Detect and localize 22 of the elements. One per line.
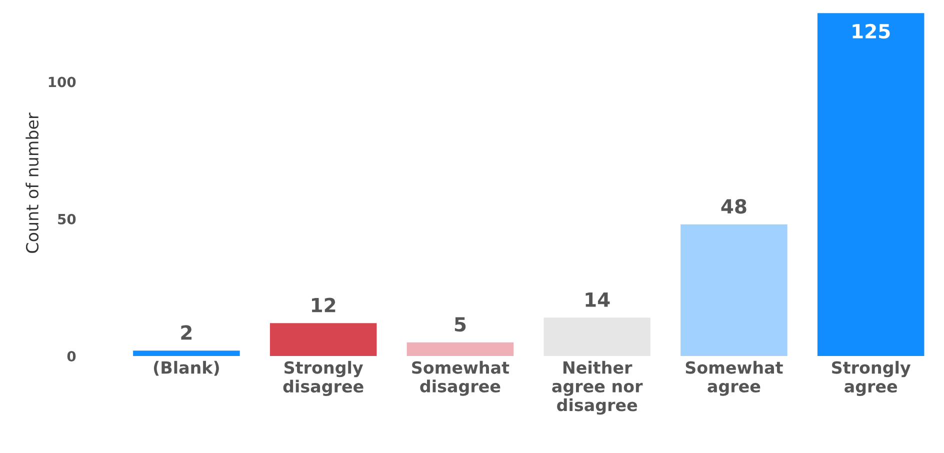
data-label: 5 (454, 317, 466, 332)
x-tick-label: Strongly disagree (283, 360, 364, 396)
y-tick-label: 50 (58, 214, 76, 224)
data-label: 14 (586, 292, 610, 307)
y-tick-label: 0 (67, 351, 76, 362)
data-label: 125 (852, 24, 890, 39)
bar (133, 350, 240, 356)
x-tick-label: Somewhat disagree (412, 360, 510, 396)
bar (680, 224, 788, 356)
x-tick-label: (Blank) (154, 360, 219, 376)
y-axis-title: Count of number (26, 112, 39, 253)
data-label: 12 (312, 298, 336, 312)
data-label: 48 (721, 199, 746, 214)
bar (406, 342, 514, 356)
data-label: 2 (181, 325, 192, 340)
x-tick-label: Strongly agree (832, 360, 911, 396)
x-tick-label: Somewhat agree (686, 360, 783, 396)
y-tick-label: 100 (48, 76, 76, 88)
bar (270, 323, 377, 356)
x-tick-label: Neither agree nor disagree (552, 360, 643, 415)
bar (544, 318, 650, 356)
bar (817, 13, 924, 356)
